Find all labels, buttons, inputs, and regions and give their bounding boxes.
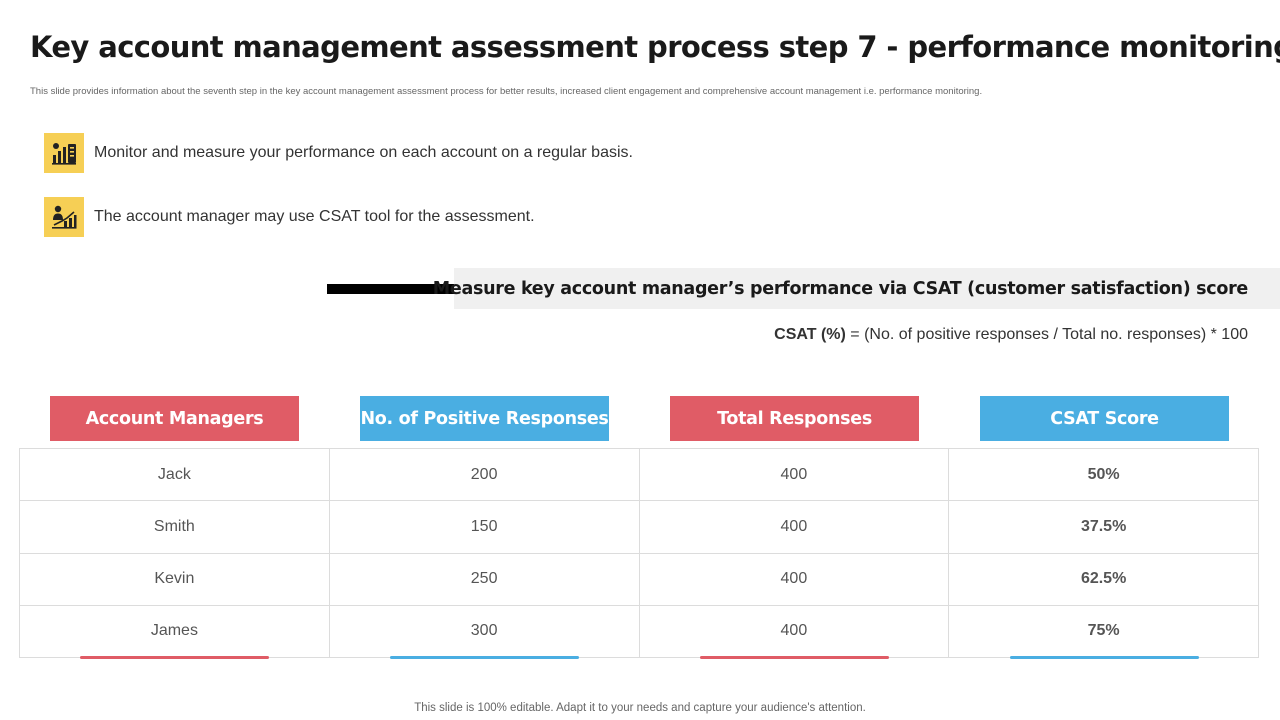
- column-underline-blue: [1010, 656, 1199, 659]
- bullet-text: The account manager may use CSAT tool fo…: [94, 208, 535, 225]
- csat-table: Jack 200 400 50% Smith 150 400 37.5% Kev…: [19, 448, 1259, 658]
- formula-expression: = (No. of positive responses / Total no.…: [845, 326, 1248, 343]
- table-row: Jack 200 400 50%: [20, 449, 1258, 501]
- table-row: James 300 400 75%: [20, 604, 1258, 657]
- cell-manager: Jack: [157, 465, 191, 483]
- cell-positive: 150: [328, 501, 639, 553]
- column-underline-blue: [390, 656, 579, 659]
- csat-formula: CSAT (%) = (No. of positive responses / …: [774, 326, 1248, 344]
- cell-score: 75%: [948, 605, 1258, 657]
- column-underline-red: [700, 656, 889, 659]
- cell-positive: 250: [328, 553, 639, 605]
- cell-manager: Smith: [153, 517, 195, 535]
- bullet-item-csat-tool: The account manager may use CSAT tool fo…: [44, 197, 535, 237]
- header-account-managers: Account Managers: [50, 396, 299, 441]
- cell-score: 50%: [948, 449, 1258, 501]
- bullet-text: Monitor and measure your performance on …: [94, 144, 633, 161]
- cell-total: 400: [638, 449, 949, 501]
- cell-manager: Kevin: [154, 570, 195, 588]
- cell-total: 400: [638, 553, 949, 605]
- measure-heading: Measure key account manager’s performanc…: [432, 278, 1249, 299]
- page-title: Key account management assessment proces…: [30, 30, 1280, 64]
- header-csat-score: CSAT Score: [980, 396, 1229, 441]
- header-total-responses: Total Responses: [670, 396, 919, 441]
- bullet-item-monitor: Monitor and measure your performance on …: [44, 133, 633, 173]
- cell-total: 400: [638, 605, 949, 657]
- cell-score: 62.5%: [948, 553, 1258, 605]
- manager-growth-icon: [44, 197, 84, 237]
- header-positive-responses: No. of Positive Responses: [360, 396, 609, 441]
- column-underline-red: [80, 656, 269, 659]
- footer-note: This slide is 100% editable. Adapt it to…: [414, 702, 866, 714]
- performance-chart-icon: [44, 133, 84, 173]
- formula-label: CSAT (%): [774, 326, 846, 343]
- cell-total: 400: [638, 501, 949, 553]
- page-subtitle: This slide provides information about th…: [30, 86, 983, 97]
- cell-positive: 200: [328, 449, 639, 501]
- table-row: Kevin 250 400 62.5%: [20, 552, 1258, 605]
- measure-heading-box: Measure key account manager’s performanc…: [433, 268, 1280, 309]
- cell-score: 37.5%: [948, 501, 1258, 553]
- cell-positive: 300: [328, 605, 639, 657]
- decorative-bar: [327, 284, 469, 294]
- cell-manager: James: [150, 622, 198, 640]
- table-row: Smith 150 400 37.5%: [20, 500, 1258, 553]
